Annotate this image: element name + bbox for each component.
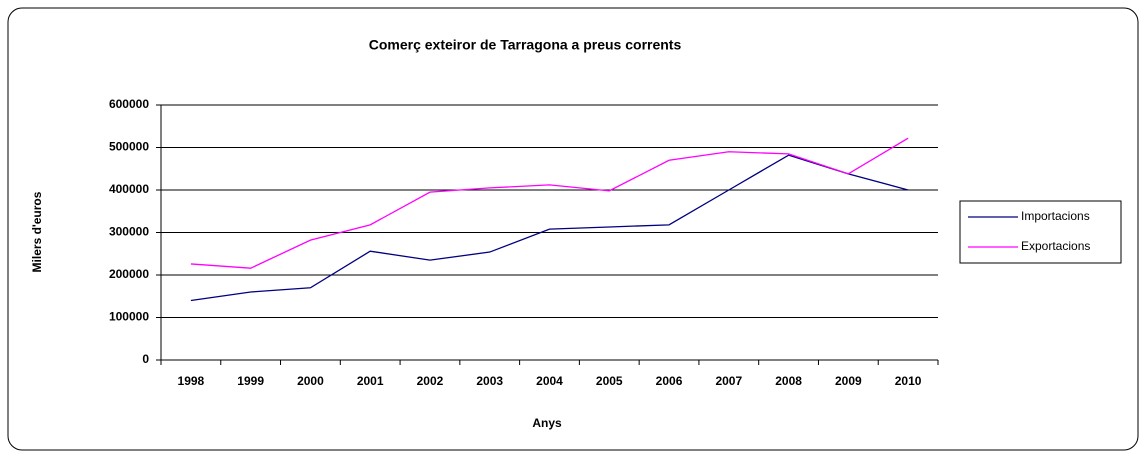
y-tick-label: 500000 <box>109 140 149 154</box>
y-tick-label: 200000 <box>109 267 149 281</box>
x-tick-label: 2003 <box>476 374 503 388</box>
y-tick-label: 100000 <box>109 310 149 324</box>
y-tick-label: 0 <box>142 352 149 366</box>
chart-title: Comerç exteiror de Tarragona a preus cor… <box>369 37 682 53</box>
chart-frame <box>7 7 1139 451</box>
x-tick-label: 1999 <box>237 374 264 388</box>
x-tick-label: 2002 <box>417 374 444 388</box>
legend-label: Importacions <box>1021 209 1090 223</box>
x-axis-label: Anys <box>532 416 562 430</box>
x-tick-label: 2010 <box>895 374 922 388</box>
x-tick-label: 2000 <box>297 374 324 388</box>
y-tick-label: 600000 <box>109 97 149 111</box>
x-tick-label: 2008 <box>775 374 802 388</box>
y-tick-label: 300000 <box>109 225 149 239</box>
series-line <box>190 137 909 269</box>
y-tick-label: 400000 <box>109 182 149 196</box>
x-tick-label: 2006 <box>656 374 683 388</box>
y-axis-label: Milers d'euros <box>30 191 44 272</box>
x-tick-label: 2007 <box>715 374 742 388</box>
x-tick-label: 2001 <box>357 374 384 388</box>
legend <box>959 200 1122 264</box>
x-tick-label: 2009 <box>835 374 862 388</box>
series-line <box>190 154 909 302</box>
x-tick-label: 1998 <box>178 374 205 388</box>
x-tick-label: 2005 <box>596 374 623 388</box>
legend-label: Exportacions <box>1021 239 1090 253</box>
x-tick-label: 2004 <box>536 374 563 388</box>
